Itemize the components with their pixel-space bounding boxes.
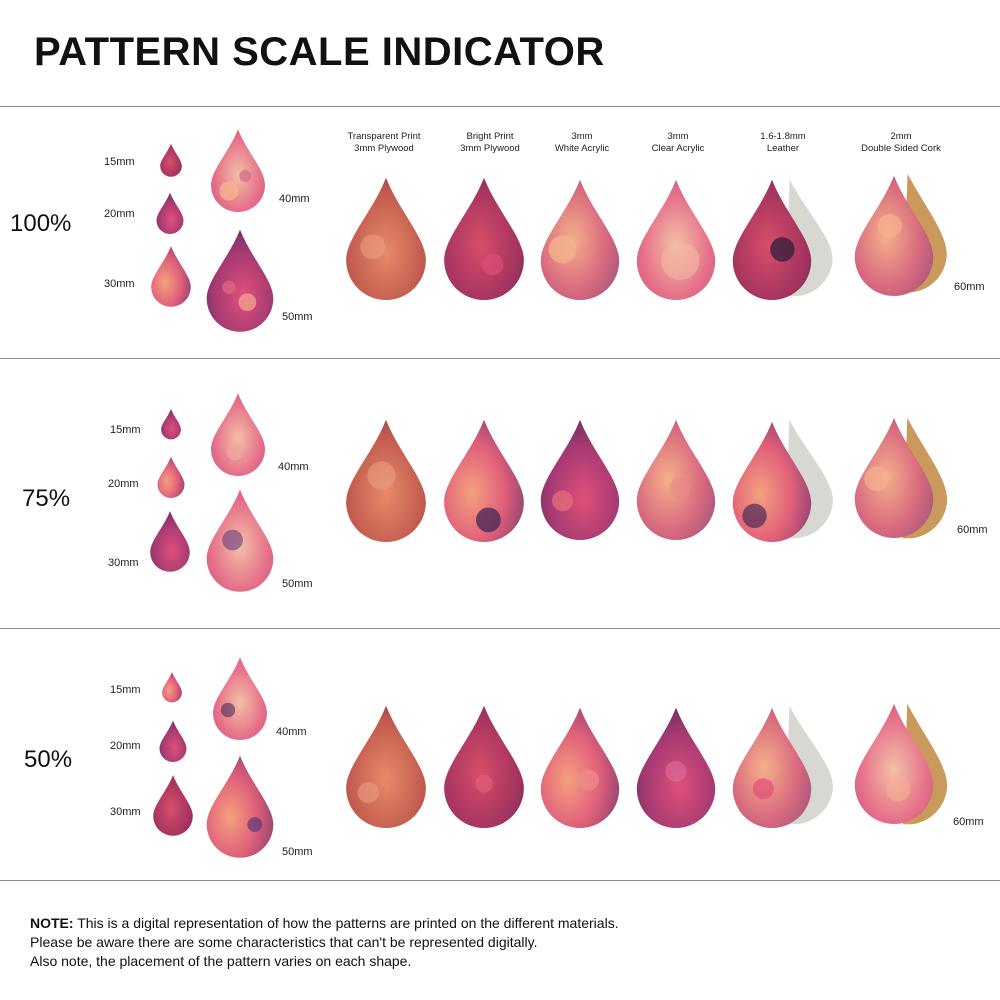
- size-label-15mm: 15mm: [110, 424, 141, 436]
- divider: [0, 106, 1000, 107]
- teardrop-40mm: [211, 393, 265, 476]
- size-label-40mm: 40mm: [278, 461, 309, 473]
- material-line: 2mm: [890, 131, 912, 142]
- divider: [0, 628, 1000, 629]
- teardrop-40mm: [213, 657, 267, 740]
- note-text: This is a digital representation of how …: [73, 915, 619, 931]
- note-label: NOTE:: [30, 915, 74, 931]
- size-label-50mm: 50mm: [282, 846, 313, 858]
- teardrop-15mm: [162, 672, 182, 703]
- material-line: 1.6-1.8mm: [760, 131, 806, 142]
- scale-label-75: 75%: [22, 485, 71, 512]
- size-label-30mm: 30mm: [104, 278, 135, 290]
- material-line: 3mm Plywood: [354, 143, 414, 154]
- note-line-2: Please be aware there are some character…: [30, 934, 538, 950]
- size-label-60mm: 60mm: [953, 816, 984, 828]
- teardrop-50mm: [206, 229, 274, 332]
- teardrop-leather: [732, 707, 812, 828]
- size-label-60mm: 60mm: [954, 281, 985, 293]
- note-block: NOTE: This is a digital representation o…: [30, 914, 619, 971]
- size-label-20mm: 20mm: [110, 740, 141, 752]
- scale-label-50: 50%: [24, 746, 73, 773]
- material-header-clear-acrylic: 3mm Clear Acrylic: [628, 131, 728, 155]
- teardrop-20mm: [159, 720, 187, 762]
- teardrop-clear-acrylic: [636, 707, 716, 828]
- teardrop-transparent-plywood: [346, 419, 426, 542]
- size-label-40mm: 40mm: [276, 726, 307, 738]
- teardrop-white-acrylic: [540, 419, 620, 540]
- material-line: White Acrylic: [554, 143, 610, 154]
- teardrop-50mm: [206, 489, 274, 592]
- material-line: 3mm Plywood: [460, 143, 520, 154]
- note-line-3: Also note, the placement of the pattern …: [30, 953, 412, 969]
- size-label-30mm: 30mm: [108, 557, 139, 569]
- material-header-transparent-plywood: Transparent Print 3mm Plywood: [334, 131, 434, 155]
- size-label-60mm: 60mm: [957, 524, 988, 536]
- teardrop-white-acrylic: [540, 179, 620, 300]
- size-label-20mm: 20mm: [104, 208, 135, 220]
- teardrop-clear-acrylic: [636, 419, 716, 540]
- scale-label-100: 100%: [10, 210, 72, 237]
- teardrop-cork: [854, 175, 934, 296]
- page-title: PATTERN SCALE INDICATOR: [34, 30, 605, 74]
- teardrop-15mm: [160, 143, 182, 177]
- teardrop-20mm: [156, 192, 184, 234]
- teardrop-transparent-plywood: [346, 705, 426, 828]
- teardrop-leather: [732, 179, 812, 300]
- material-header-bright-plywood: Bright Print 3mm Plywood: [440, 131, 540, 155]
- note-line-1: NOTE: This is a digital representation o…: [30, 914, 619, 933]
- teardrop-transparent-plywood: [346, 177, 426, 300]
- teardrop-bright-plywood: [444, 177, 524, 300]
- material-header-cork: 2mm Double Sided Cork: [851, 131, 951, 155]
- size-label-30mm: 30mm: [110, 806, 141, 818]
- teardrop-20mm: [157, 456, 185, 498]
- size-label-50mm: 50mm: [282, 311, 313, 323]
- material-line: 3mm: [571, 131, 593, 142]
- material-header-white-acrylic: 3mm White Acrylic: [532, 131, 632, 155]
- teardrop-leather: [732, 421, 812, 542]
- size-label-50mm: 50mm: [282, 578, 313, 590]
- teardrop-cork: [854, 417, 934, 538]
- teardrop-30mm: [150, 511, 190, 572]
- teardrop-clear-acrylic: [636, 179, 716, 300]
- teardrop-cork: [854, 703, 934, 824]
- teardrop-30mm: [153, 775, 193, 836]
- material-line: Double Sided Cork: [861, 143, 941, 154]
- size-label-20mm: 20mm: [108, 478, 139, 490]
- material-header-leather: 1.6-1.8mm Leather: [733, 131, 833, 155]
- teardrop-30mm: [151, 246, 191, 307]
- teardrop-15mm: [161, 409, 181, 440]
- size-label-15mm: 15mm: [110, 684, 141, 696]
- divider: [0, 880, 1000, 881]
- divider: [0, 358, 1000, 359]
- teardrop-white-acrylic: [540, 707, 620, 828]
- material-line: Bright Print: [466, 131, 514, 142]
- size-label-40mm: 40mm: [279, 193, 310, 205]
- material-line: Transparent Print: [347, 131, 421, 142]
- teardrop-50mm: [206, 755, 274, 858]
- size-label-15mm: 15mm: [104, 156, 135, 168]
- teardrop-bright-plywood: [444, 705, 524, 828]
- teardrop-40mm: [211, 129, 265, 212]
- material-line: 3mm: [667, 131, 689, 142]
- material-line: Leather: [766, 143, 800, 154]
- material-line: Clear Acrylic: [651, 143, 705, 154]
- teardrop-bright-plywood: [444, 419, 524, 542]
